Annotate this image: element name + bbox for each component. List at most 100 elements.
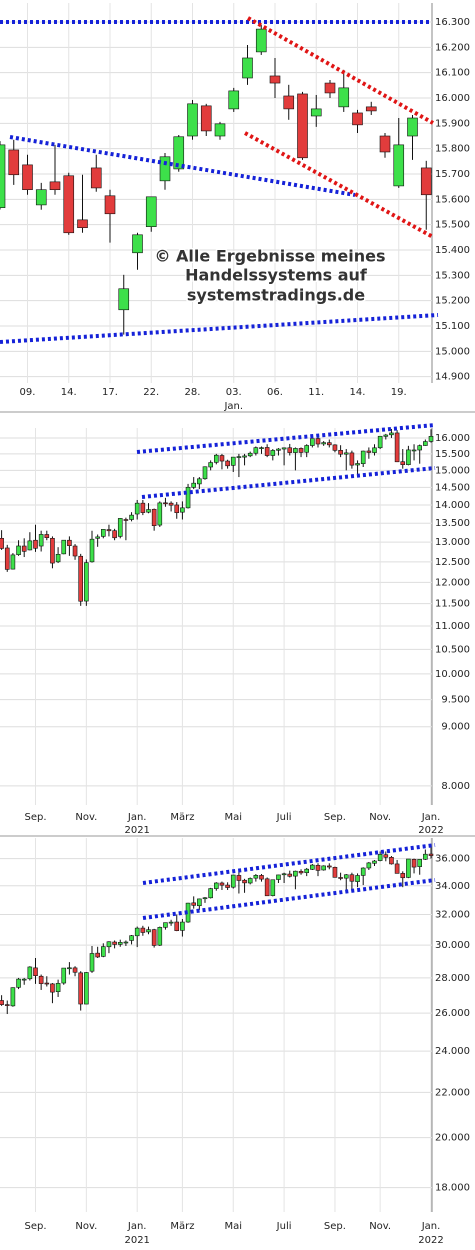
candle-body bbox=[360, 450, 366, 464]
candle-body bbox=[406, 449, 411, 465]
y-tick-label: 14.000 bbox=[435, 500, 470, 511]
candle-body bbox=[33, 967, 38, 976]
candle-body bbox=[157, 502, 163, 526]
candle-body bbox=[134, 502, 140, 515]
x-tick-label: Juli bbox=[276, 812, 292, 823]
y-tick-label: 11.500 bbox=[435, 599, 470, 610]
candle-body bbox=[343, 874, 349, 879]
candle-body bbox=[214, 123, 226, 137]
x-tick-label: Jan. bbox=[421, 1221, 441, 1232]
y-tick-label: 15.100 bbox=[435, 321, 470, 332]
y-tick-label: 24.000 bbox=[435, 1046, 470, 1057]
candle-body bbox=[8, 149, 20, 176]
candle-body bbox=[310, 108, 322, 117]
candle-body bbox=[255, 28, 267, 53]
candle-body bbox=[0, 1000, 4, 1005]
candle-body bbox=[338, 877, 343, 879]
y-tick-label: 9.000 bbox=[441, 722, 470, 733]
y-tick-label: 15.500 bbox=[435, 449, 470, 460]
candle-body bbox=[264, 878, 270, 897]
x-tick-label: Nov. bbox=[75, 1221, 97, 1232]
candle-body bbox=[259, 875, 264, 880]
candle-body bbox=[67, 539, 72, 546]
y-tick-label: 13.000 bbox=[435, 537, 470, 548]
candle-body bbox=[287, 447, 293, 453]
y-tick-label: 34.000 bbox=[435, 881, 470, 892]
y-tick-label: 9.500 bbox=[441, 695, 470, 706]
candle-body bbox=[55, 983, 61, 992]
candle-body bbox=[242, 455, 247, 458]
candle-body bbox=[163, 502, 168, 505]
candle-body bbox=[417, 859, 423, 867]
candle-body bbox=[310, 438, 315, 446]
y-tick-label: 32.000 bbox=[435, 910, 470, 921]
candle-body bbox=[360, 867, 366, 876]
x-tick-label: März bbox=[170, 812, 194, 823]
candle-body bbox=[324, 82, 336, 94]
candle-body bbox=[281, 873, 287, 876]
candle-body bbox=[338, 450, 343, 455]
y-tick-label: 15.000 bbox=[435, 465, 470, 476]
y-tick-label: 26.000 bbox=[435, 1008, 470, 1019]
candle-body bbox=[140, 502, 146, 513]
candle-body bbox=[38, 534, 44, 547]
candle-body bbox=[242, 879, 247, 884]
candle-body bbox=[191, 482, 196, 488]
y-tick-label: 14.500 bbox=[435, 482, 470, 493]
candle-body bbox=[242, 57, 253, 79]
y-tick-label: 15.700 bbox=[435, 169, 470, 180]
candle-body bbox=[10, 554, 16, 570]
candle-body bbox=[159, 156, 171, 182]
candle-body bbox=[35, 189, 47, 206]
candle-body bbox=[304, 868, 310, 873]
candle-body bbox=[400, 461, 406, 465]
candle-body bbox=[298, 448, 304, 453]
candle-body bbox=[264, 447, 270, 456]
candle-body bbox=[78, 555, 83, 602]
candle-body bbox=[287, 873, 293, 877]
x-sublabel: 2022 bbox=[418, 825, 443, 836]
y-tick-label: 15.900 bbox=[435, 118, 470, 129]
candle-body bbox=[112, 530, 117, 539]
candle-body bbox=[191, 902, 196, 906]
y-tick-label: 36.000 bbox=[435, 854, 470, 865]
candle-body bbox=[151, 929, 157, 946]
candle-body bbox=[230, 456, 236, 466]
candle-body bbox=[253, 875, 259, 879]
x-sublabel: 2022 bbox=[418, 1235, 443, 1246]
candle-body bbox=[326, 865, 332, 868]
candle-body bbox=[112, 941, 117, 945]
candle-body bbox=[315, 438, 321, 445]
candle-body bbox=[269, 75, 281, 84]
y-tick-label: 16.300 bbox=[435, 17, 470, 28]
x-tick-label: 11. bbox=[308, 387, 324, 398]
candle-body bbox=[4, 1004, 10, 1006]
candle-body bbox=[352, 112, 363, 126]
candle-body bbox=[4, 547, 10, 570]
candle-body bbox=[27, 966, 33, 980]
candle-body bbox=[157, 927, 163, 946]
x-tick-label: Jan. bbox=[127, 812, 147, 823]
candle-body bbox=[407, 117, 418, 137]
x-sublabel: Jan. bbox=[223, 401, 243, 412]
candle-body bbox=[393, 144, 405, 187]
candle-body bbox=[389, 857, 394, 865]
candle-body bbox=[174, 504, 180, 513]
candle-body bbox=[151, 508, 157, 527]
candle-body bbox=[84, 972, 89, 1005]
candle-body bbox=[349, 874, 355, 882]
candle-body bbox=[372, 860, 377, 864]
candle-body bbox=[379, 135, 391, 153]
candle-body bbox=[90, 167, 102, 189]
candle-body bbox=[95, 536, 100, 539]
candle-body bbox=[366, 450, 372, 453]
candle-body bbox=[259, 447, 264, 449]
candle-body bbox=[180, 507, 185, 513]
y-tick-label: 12.000 bbox=[435, 577, 470, 588]
x-tick-label: Jan. bbox=[127, 1221, 147, 1232]
candle-body bbox=[276, 874, 281, 880]
x-tick-label: Mai bbox=[224, 812, 242, 823]
candle-body bbox=[140, 927, 146, 933]
candle-body bbox=[168, 921, 174, 924]
candle-body bbox=[72, 545, 78, 557]
